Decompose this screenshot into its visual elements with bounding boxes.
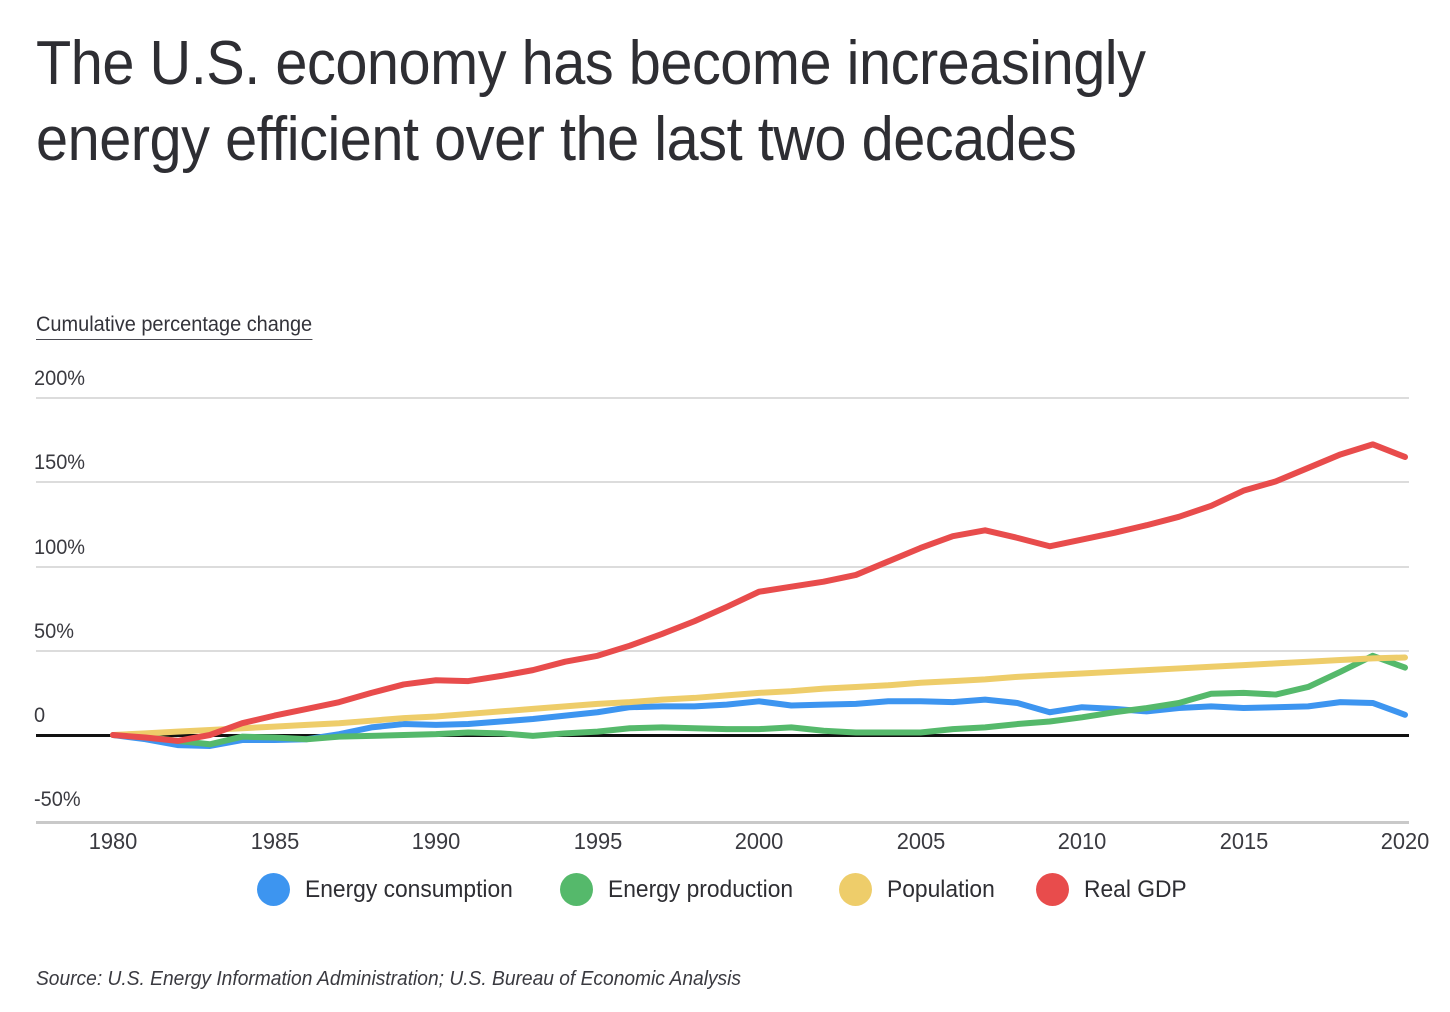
x-tick-label-1980: 1980: [88, 828, 138, 854]
legend-swatch-icon: [1036, 873, 1070, 906]
x-tick-label-1985: 1985: [250, 828, 299, 854]
legend-swatch-icon: [839, 873, 873, 906]
source-note: Source: U.S. Energy Information Administ…: [36, 968, 742, 990]
y-tick-label--50: -50%: [34, 788, 81, 812]
legend-swatch-icon: [257, 873, 291, 906]
page-title-line-2: energy efficient over the last two decad…: [36, 105, 1077, 174]
x-tick-label-2010: 2010: [1057, 828, 1107, 854]
legend-label: Real GDP: [1084, 875, 1188, 903]
gridline-50: [36, 649, 1409, 652]
series-line-real-gdp: [110, 441, 1408, 744]
x-tick-label-2015: 2015: [1219, 828, 1268, 854]
gridline-100: [36, 565, 1409, 568]
y-tick-label-0: 0: [34, 704, 46, 727]
x-axis-tick-labels: 1980 1985 1990 1995 2000 2005 2010 2015 2020: [0, 828, 1450, 868]
x-tick-label-1995: 1995: [573, 828, 622, 854]
chart-plot-area: [0, 360, 1450, 830]
gridline-150: [36, 481, 1409, 484]
x-tick-label-2005: 2005: [896, 828, 945, 854]
legend-item-population[interactable]: Population: [839, 873, 1000, 906]
legend-swatch-icon: [560, 873, 594, 906]
x-tick-label-2020: 2020: [1380, 828, 1430, 854]
legend-label: Population: [887, 875, 995, 903]
x-axis-line: [36, 821, 1409, 824]
series-line-population: [110, 654, 1408, 738]
y-tick-label-150: 150%: [34, 451, 86, 475]
y-tick-label-200: 200%: [34, 367, 86, 390]
legend-item-energy-production[interactable]: Energy production: [560, 873, 803, 906]
gridline-200: [36, 397, 1409, 399]
legend-item-energy-consumption[interactable]: Energy consumption: [257, 873, 524, 906]
y-axis-caption: Cumulative percentage change: [36, 313, 313, 340]
zero-baseline: [36, 734, 1409, 737]
x-tick-label-1990: 1990: [411, 828, 461, 854]
page-title-line-1: The U.S. economy has become increasingly: [36, 29, 1146, 98]
legend-label: Energy consumption: [305, 875, 514, 903]
legend-item-real-gdp[interactable]: Real GDP: [1036, 873, 1192, 906]
chart-legend: Energy consumption Energy production Popul…: [0, 873, 1450, 906]
y-tick-label-100: 100%: [34, 535, 86, 559]
page-title: The U.S. economy has become increasingly…: [36, 26, 1376, 178]
x-tick-label-2000: 2000: [734, 828, 784, 854]
series-line-energy-production: [110, 652, 1408, 748]
legend-label: Energy production: [608, 875, 794, 903]
chart-series-group: [110, 441, 1408, 749]
y-tick-label-50: 50%: [34, 619, 74, 643]
